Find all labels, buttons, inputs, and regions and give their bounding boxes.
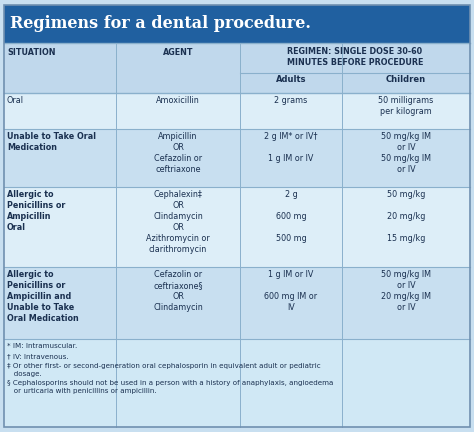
Text: AGENT: AGENT bbox=[163, 48, 193, 57]
FancyBboxPatch shape bbox=[4, 339, 470, 427]
Text: Unable to Take Oral
Medication: Unable to Take Oral Medication bbox=[7, 132, 96, 152]
FancyBboxPatch shape bbox=[4, 5, 470, 43]
Text: Amoxicillin: Amoxicillin bbox=[156, 96, 200, 105]
Text: § Cephalosporins should not be used in a person with a history of anaphylaxis, a: § Cephalosporins should not be used in a… bbox=[7, 381, 333, 394]
Text: 50 mg/kg IM
or IV
20 mg/kg IM
or IV: 50 mg/kg IM or IV 20 mg/kg IM or IV bbox=[381, 270, 431, 312]
Text: REGIMEN: SINGLE DOSE 30-60
MINUTES BEFORE PROCEDURE: REGIMEN: SINGLE DOSE 30-60 MINUTES BEFOR… bbox=[287, 47, 423, 67]
Text: † IV: Intravenous.: † IV: Intravenous. bbox=[7, 353, 69, 359]
Text: 1 g IM or IV

600 mg IM or
IV: 1 g IM or IV 600 mg IM or IV bbox=[264, 270, 318, 312]
FancyBboxPatch shape bbox=[4, 93, 470, 129]
Text: Oral: Oral bbox=[7, 96, 24, 105]
Text: ‡ Or other first- or second-generation oral cephalosporin in equivalent adult or: ‡ Or other first- or second-generation o… bbox=[7, 363, 320, 377]
Text: 2 g IM* or IV†

1 g IM or IV: 2 g IM* or IV† 1 g IM or IV bbox=[264, 132, 318, 163]
Text: 2 grams: 2 grams bbox=[274, 96, 308, 105]
FancyBboxPatch shape bbox=[4, 187, 470, 267]
Text: Cefazolin or
ceftriaxone§
OR
Clindamycin: Cefazolin or ceftriaxone§ OR Clindamycin bbox=[153, 270, 203, 312]
Text: * IM: Intramuscular.: * IM: Intramuscular. bbox=[7, 343, 77, 349]
Text: Ampicillin
OR
Cefazolin or
ceftriaxone: Ampicillin OR Cefazolin or ceftriaxone bbox=[154, 132, 202, 174]
FancyBboxPatch shape bbox=[4, 129, 470, 187]
Text: Children: Children bbox=[386, 75, 426, 84]
Text: Regimens for a dental procedure.: Regimens for a dental procedure. bbox=[10, 16, 311, 32]
Text: SITUATION: SITUATION bbox=[7, 48, 55, 57]
Text: Adults: Adults bbox=[276, 75, 306, 84]
Text: 50 mg/kg

20 mg/kg

15 mg/kg: 50 mg/kg 20 mg/kg 15 mg/kg bbox=[387, 190, 425, 243]
FancyBboxPatch shape bbox=[4, 43, 470, 93]
Text: 50 mg/kg IM
or IV
50 mg/kg IM
or IV: 50 mg/kg IM or IV 50 mg/kg IM or IV bbox=[381, 132, 431, 174]
Text: Cephalexin‡
OR
Clindamycin
OR
Azithromycin or
clarithromycin: Cephalexin‡ OR Clindamycin OR Azithromyc… bbox=[146, 190, 210, 254]
Text: Allergic to
Penicillins or
Ampicillin
Oral: Allergic to Penicillins or Ampicillin Or… bbox=[7, 190, 65, 232]
Text: 2 g

600 mg

500 mg: 2 g 600 mg 500 mg bbox=[275, 190, 306, 243]
Text: 50 milligrams
per kilogram: 50 milligrams per kilogram bbox=[378, 96, 434, 116]
Text: Allergic to
Penicillins or
Ampicillin and
Unable to Take
Oral Medication: Allergic to Penicillins or Ampicillin an… bbox=[7, 270, 79, 324]
FancyBboxPatch shape bbox=[4, 267, 470, 339]
